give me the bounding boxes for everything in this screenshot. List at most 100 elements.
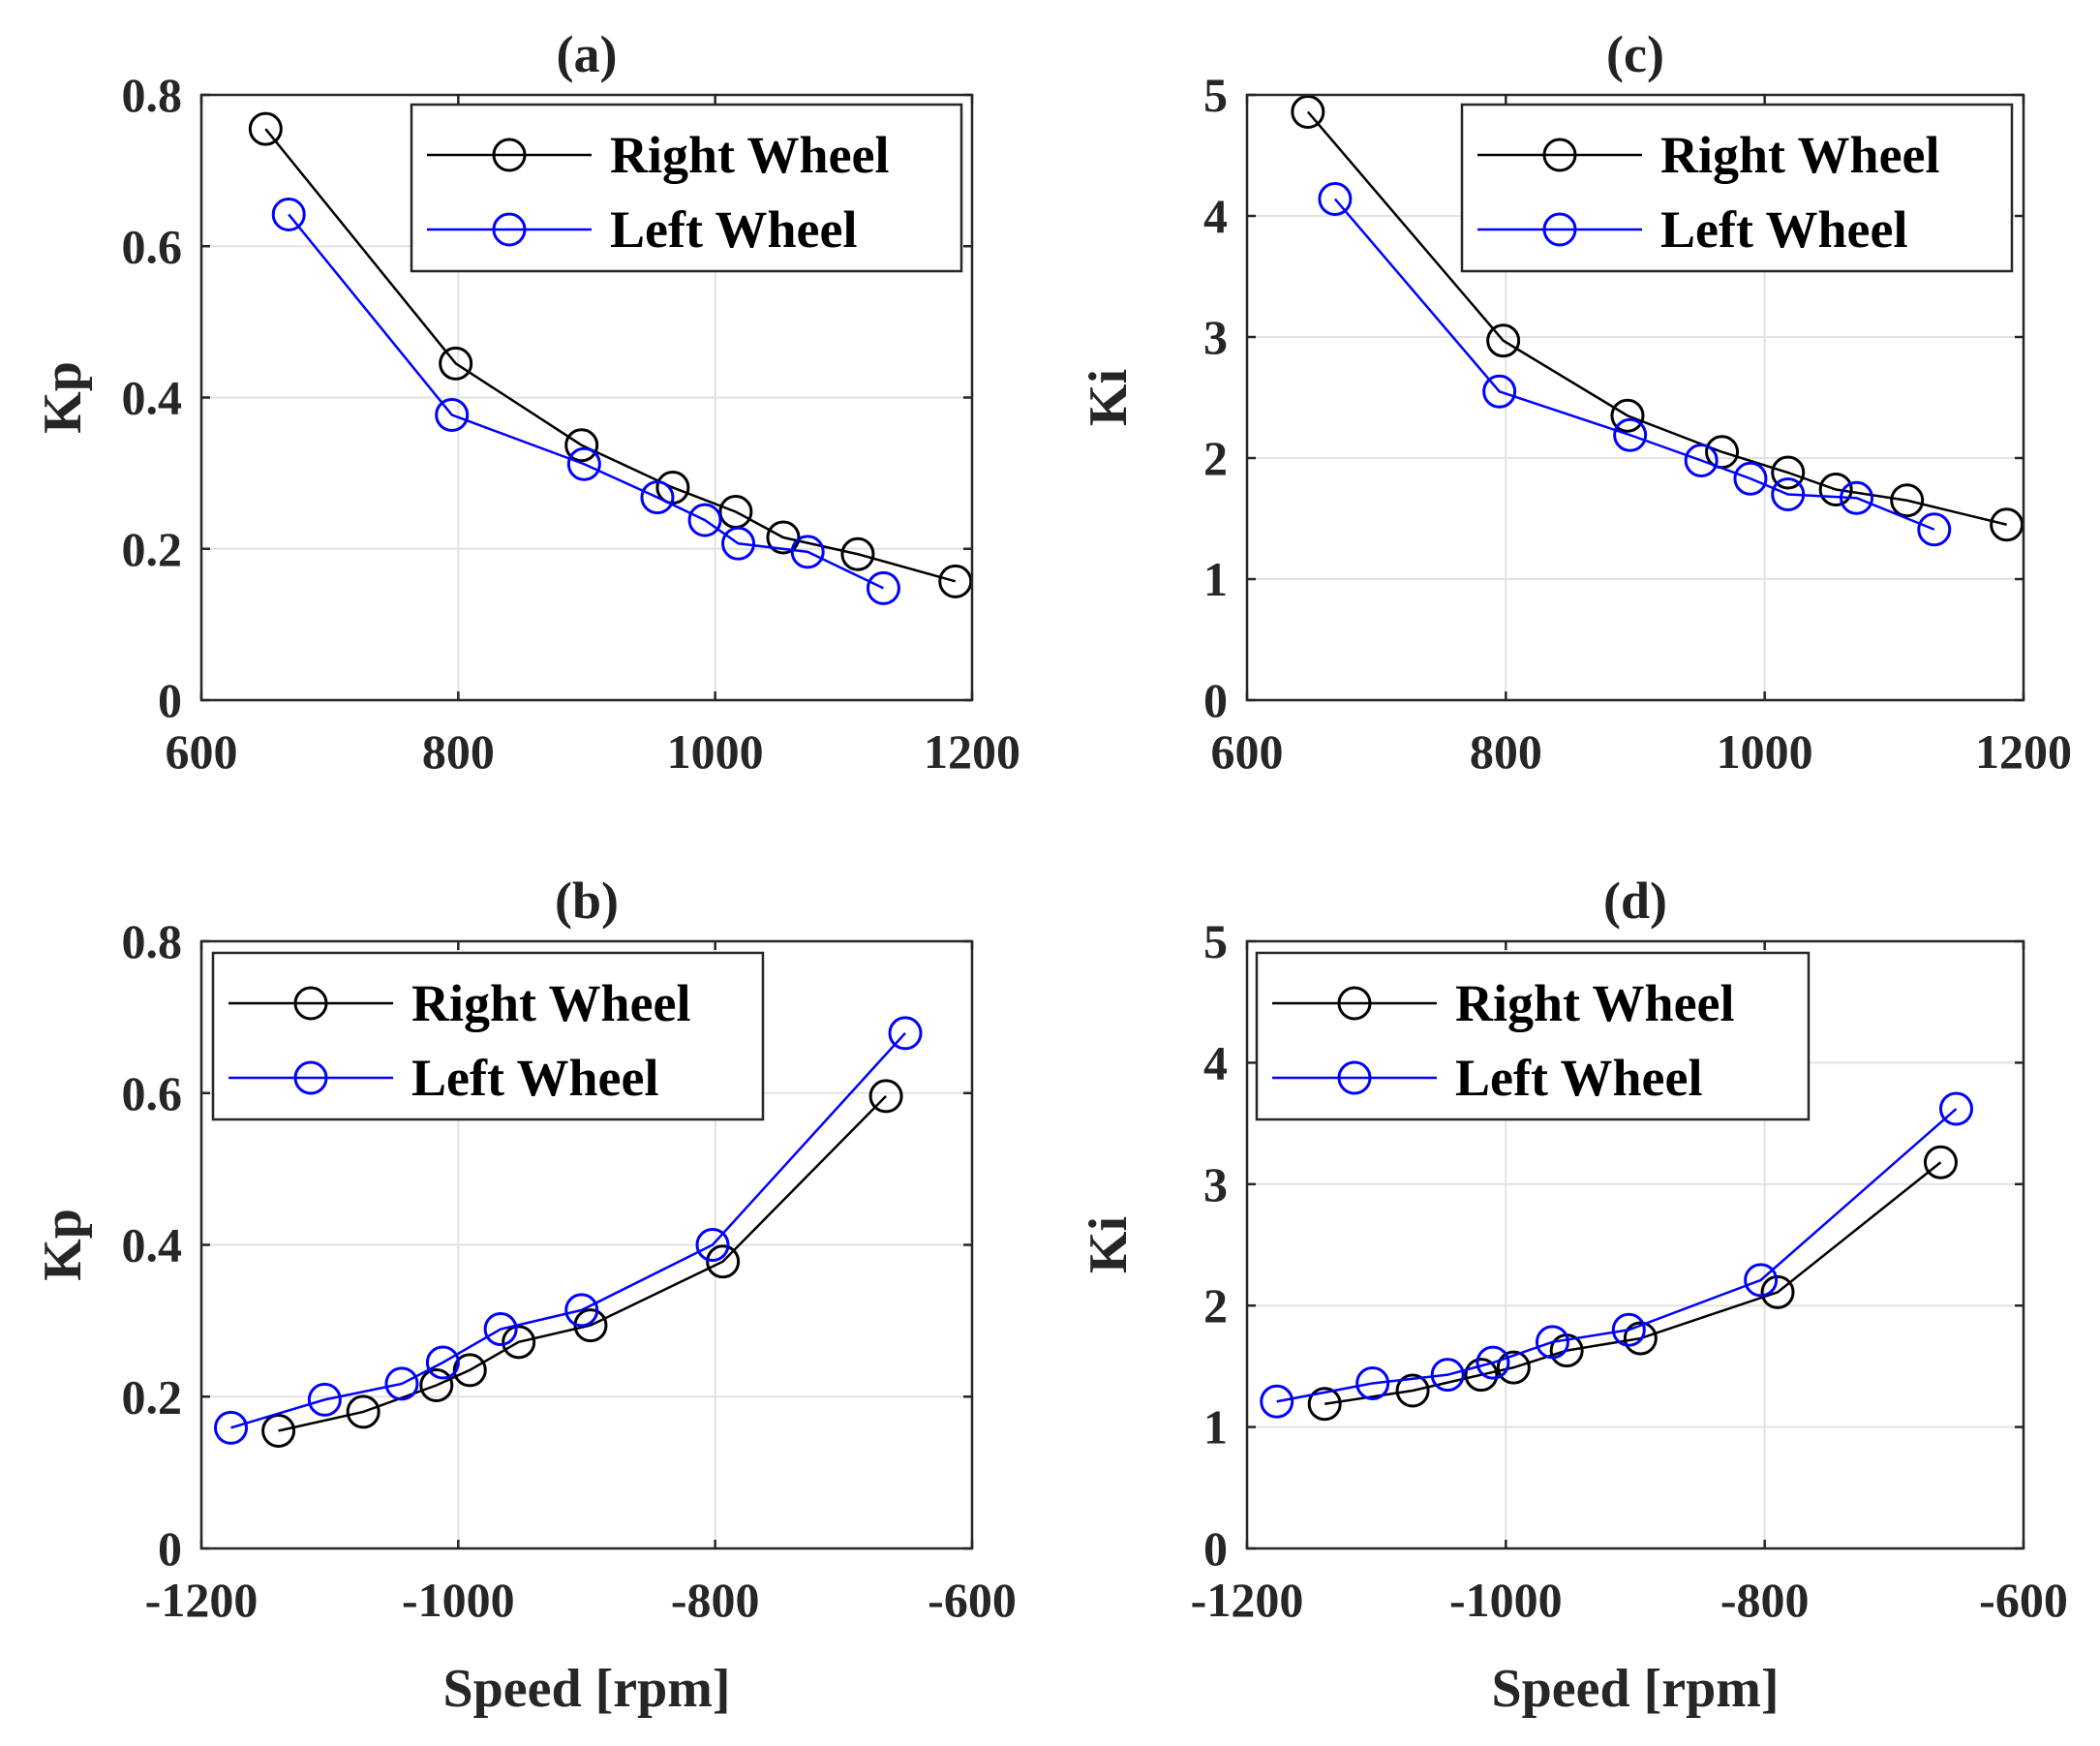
data-point-right-wheel (1395, 1373, 1430, 1408)
series-line-left-wheel (230, 1031, 906, 1429)
series-line-left-wheel (1276, 1108, 1958, 1403)
x-tick-label: 1000 (667, 724, 764, 779)
x-tick-label: 600 (1211, 724, 1284, 779)
data-point-right-wheel (1496, 1350, 1531, 1385)
legend-marker (492, 212, 527, 247)
data-point-left-wheel (435, 397, 470, 432)
series-line-right-wheel (264, 128, 957, 583)
data-point-right-wheel (1890, 483, 1925, 518)
series-line-left-wheel (288, 213, 885, 590)
data-point-right-wheel (439, 346, 473, 381)
legend-label: Left Wheel (1660, 200, 1907, 259)
data-point-left-wheel (384, 1366, 419, 1401)
data-point-right-wheel (1307, 1387, 1342, 1422)
y-tick-label: 0.2 (122, 1369, 183, 1424)
data-point-left-wheel (307, 1382, 342, 1417)
data-point-left-wheel (1744, 1263, 1779, 1298)
x-tick-label: -1200 (145, 1573, 259, 1627)
x-tick-label: -1000 (402, 1573, 515, 1627)
chart-title: (c) (1606, 25, 1664, 83)
data-point-left-wheel (1355, 1365, 1390, 1400)
y-tick-label: 2 (1203, 431, 1228, 485)
data-point-left-wheel (687, 503, 722, 537)
x-tick-label: 1200 (1975, 724, 2072, 779)
data-point-left-wheel (790, 535, 825, 569)
x-tick-label: -800 (1720, 1573, 1810, 1627)
legend-label: Right Wheel (1455, 974, 1735, 1032)
y-tick-label: 0.4 (122, 1218, 183, 1272)
legend-marker (1337, 1060, 1372, 1095)
y-tick-label: 0.2 (122, 522, 183, 576)
data-point-left-wheel (888, 1016, 923, 1051)
data-point-left-wheel (425, 1345, 460, 1380)
y-tick-label: 3 (1203, 310, 1228, 364)
x-tick-label: -600 (928, 1573, 1017, 1627)
axes-frame (1245, 939, 2025, 1550)
data-point-left-wheel (866, 570, 900, 605)
y-axis-label: Kp (33, 361, 93, 434)
data-point-right-wheel (1486, 323, 1521, 358)
y-tick-label: 0 (1203, 1521, 1228, 1576)
data-point-left-wheel (1611, 1312, 1646, 1347)
data-point-left-wheel (1260, 1384, 1294, 1419)
data-point-left-wheel (566, 446, 601, 481)
data-point-right-wheel (840, 536, 875, 571)
data-point-right-wheel (502, 1325, 536, 1360)
series-line-right-wheel (1306, 110, 2007, 526)
data-point-right-wheel (1610, 398, 1645, 433)
y-axis-label: Ki (1079, 369, 1139, 426)
legend-marker (293, 1060, 328, 1095)
data-point-right-wheel (248, 111, 283, 146)
legend-marker (1337, 986, 1372, 1021)
legend: Right Wheel Left Wheel (211, 951, 765, 1121)
y-tick-label: 0 (158, 673, 182, 727)
y-tick-label: 3 (1203, 1157, 1228, 1211)
legend: Right Wheel Left Wheel (1255, 951, 1811, 1121)
chart-title: (d) (1603, 872, 1667, 930)
x-axis-label: Speed [rpm] (442, 1659, 730, 1719)
data-point-left-wheel (564, 1293, 599, 1328)
y-tick-label: 5 (1203, 68, 1228, 122)
y-tick-label: 1 (1203, 1400, 1228, 1455)
data-point-left-wheel (214, 1410, 249, 1445)
y-tick-label: 1 (1203, 552, 1228, 606)
legend-label: Left Wheel (411, 1049, 658, 1107)
data-point-right-wheel (452, 1353, 487, 1388)
y-tick-label: 0.8 (122, 68, 183, 122)
axes-frame (199, 939, 974, 1550)
legend-marker (293, 986, 328, 1021)
y-tick-label: 2 (1203, 1278, 1228, 1332)
data-point-left-wheel (695, 1228, 730, 1262)
data-point-left-wheel (1613, 417, 1648, 452)
data-point-left-wheel (1430, 1358, 1465, 1393)
x-tick-label: 800 (1470, 724, 1542, 779)
legend-marker (1542, 212, 1577, 247)
series-line-right-wheel (1324, 1161, 1942, 1406)
y-tick-label: 0.6 (122, 219, 183, 273)
legend: Right Wheel Left Wheel (410, 103, 963, 273)
legend-label: Right Wheel (1660, 126, 1940, 184)
x-tick-label: 600 (166, 724, 238, 779)
x-tick-label: -1000 (1449, 1573, 1563, 1627)
y-tick-label: 0 (1203, 673, 1228, 727)
chart-title: (a) (557, 25, 618, 83)
series-line-left-wheel (1333, 198, 1935, 531)
data-point-right-wheel (1990, 507, 2024, 542)
data-point-right-wheel (1760, 1274, 1795, 1309)
legend-label: Left Wheel (1455, 1049, 1702, 1107)
y-axis-label: Ki (1079, 1216, 1139, 1273)
legend-label: Right Wheel (610, 126, 890, 184)
chart-b: -1200 -1000 -800 -600 0 0.2 0.4 0.6 0.8 (b) Kp Spee… (33, 872, 1017, 1719)
data-point-right-wheel (564, 428, 599, 463)
legend: Right Wheel Left Wheel (1460, 103, 2014, 273)
data-point-right-wheel (261, 1414, 296, 1449)
data-point-left-wheel (1771, 477, 1806, 511)
y-tick-label: 5 (1203, 914, 1228, 968)
data-point-right-wheel (1291, 95, 1325, 129)
legend-label: Left Wheel (610, 200, 857, 259)
x-tick-label: -600 (1979, 1573, 2068, 1627)
legend-marker (1542, 138, 1577, 172)
x-axis-label: Speed [rpm] (1491, 1659, 1779, 1719)
data-point-right-wheel (1771, 455, 1806, 490)
